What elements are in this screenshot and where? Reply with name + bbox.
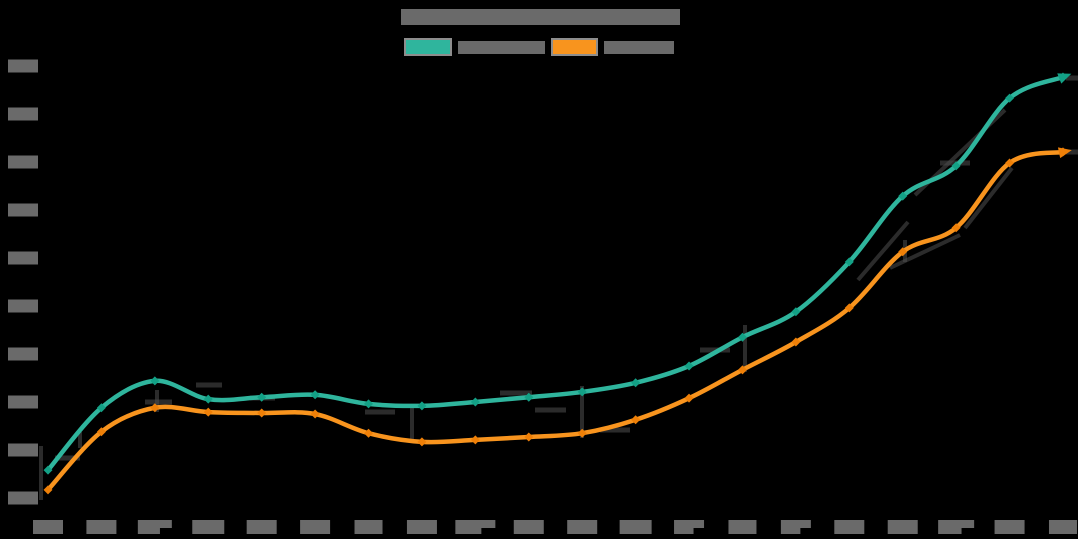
y-axis-tick-labels-redacted [8,59,38,505]
chart-title-redacted [401,9,680,25]
x-axis-tick-labels-redacted [33,520,1077,534]
legend-swatch-series-1 [404,38,452,56]
series-line-2 [43,147,1072,495]
data-series-lines [43,72,1072,495]
legend-label-series-2-redacted [604,41,674,54]
legend-swatch-series-2 [551,38,598,56]
legend-label-series-1-redacted [458,41,545,54]
series-line-1 [43,72,1072,475]
